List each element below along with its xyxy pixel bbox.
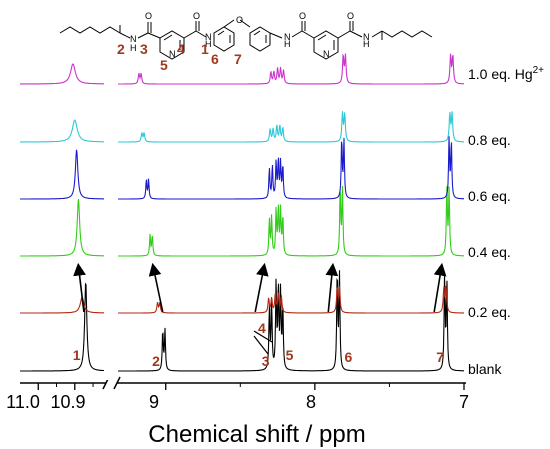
structure-position-labels: 2 3 5 4 1 6 7: [117, 41, 242, 73]
position-label-2: 2: [117, 41, 125, 57]
atom-label: O: [193, 11, 200, 21]
atom-label: N: [363, 32, 370, 42]
spectrum-blank: [118, 270, 464, 372]
trace-label-1.0-text: 1.0 eq. Hg: [468, 66, 533, 82]
peak-label-3: 3: [262, 353, 270, 369]
spectrum-0-4-eq-: [118, 185, 464, 257]
peak-leader-4: [253, 330, 273, 343]
position-label-3: 3: [140, 41, 148, 57]
peak-leader-4b: [253, 335, 269, 355]
atom-label: N: [169, 49, 176, 59]
structure-atom-labels: O N H N H N N N H N H O O O O: [130, 11, 370, 59]
atom-label: H: [284, 39, 291, 49]
atom-label: H: [205, 39, 212, 49]
atom-label: N: [130, 34, 137, 44]
x-tick-label: 9: [149, 392, 159, 412]
position-label-7: 7: [234, 51, 242, 67]
atom-label: N: [323, 49, 330, 59]
trace-label-0.2: 0.2 eq.: [468, 304, 511, 320]
x-axis: [20, 55, 466, 390]
x-tick-label: 10.9: [50, 392, 85, 412]
spectrum-0-2-eq-: [20, 296, 104, 314]
spectrum-1-0-eq-hg2-: [118, 53, 464, 85]
shift-arrow: [325, 262, 339, 313]
trace-label-superscript: 2+: [533, 65, 545, 76]
peak-labels: 1 2 3 4 5 6 7: [73, 320, 445, 369]
shift-arrow: [254, 262, 269, 313]
spectrum-0-2-eq-: [118, 285, 464, 314]
atom-label: O: [299, 11, 306, 21]
peak-label-6: 6: [345, 349, 353, 365]
atom-label: O: [145, 11, 152, 21]
trace-label-0.8: 0.8 eq.: [468, 132, 511, 148]
spectra-traces: [20, 53, 464, 372]
peak-label-7: 7: [436, 349, 444, 365]
axis-break-gap: [105, 55, 116, 380]
axis-break-mark: [113, 376, 121, 390]
atom-label: H: [363, 39, 370, 49]
spectrum-1-0-eq-hg2-: [20, 63, 104, 85]
peak-label-4: 4: [258, 320, 266, 336]
spectrum-0-4-eq-: [20, 199, 104, 257]
chemical-structure: [59, 19, 433, 60]
shift-arrow: [148, 262, 164, 313]
atom-label: O: [347, 11, 354, 21]
shift-arrows: [73, 262, 447, 313]
atom-label: N: [284, 32, 291, 42]
shift-arrow: [433, 262, 447, 313]
spectrum-0-6-eq-: [118, 136, 464, 200]
x-tick-label: 8: [306, 392, 316, 412]
trace-label-0.6: 0.6 eq.: [468, 188, 511, 204]
position-label-6: 6: [211, 51, 219, 67]
trace-label-0.4: 0.4 eq.: [468, 244, 511, 260]
x-tick-labels: 11.0 10.9 9 8 7: [6, 392, 469, 412]
peak-label-1: 1: [73, 347, 81, 363]
atom-label: N: [205, 32, 212, 42]
x-tick-label: 7: [459, 392, 469, 412]
spectrum-0-8-eq-: [20, 119, 104, 143]
atom-label: O: [236, 15, 243, 25]
trace-labels: blank 0.2 eq. 0.4 eq. 0.6 eq. 0.8 eq. 1.…: [468, 65, 544, 377]
peak-label-5: 5: [286, 347, 294, 363]
spectrum-blank: [20, 282, 105, 372]
shift-arrow: [73, 262, 86, 313]
position-label-5: 5: [160, 57, 168, 73]
spectrum-0-6-eq-: [20, 149, 104, 200]
x-axis-title: Chemical shift / ppm: [148, 421, 365, 448]
position-label-4: 4: [177, 41, 185, 57]
atom-label: H: [130, 43, 137, 53]
position-label-1: 1: [201, 41, 209, 57]
x-tick-label: 11.0: [6, 392, 40, 412]
spectrum-0-8-eq-: [118, 111, 464, 143]
trace-label-blank: blank: [468, 361, 502, 377]
peak-label-2: 2: [152, 353, 160, 369]
trace-label-1.0: 1.0 eq. Hg2+: [468, 65, 544, 82]
